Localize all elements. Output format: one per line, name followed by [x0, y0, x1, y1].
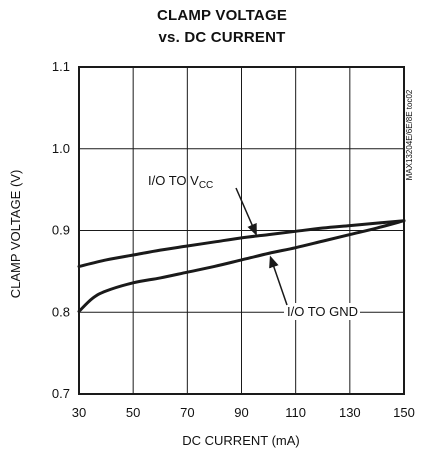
annotation-label-bg-io-to-gnd	[284, 303, 360, 320]
x-tick-label-90: 90	[234, 405, 248, 420]
y-tick-label-0.8: 0.8	[52, 304, 70, 319]
series-line-io-to-vcc	[77, 219, 406, 268]
x-axis-label: DC CURRENT (mA)	[182, 433, 299, 448]
annotation-arrow-io-to-gnd	[269, 255, 288, 306]
grid-layer	[78, 66, 405, 395]
x-tick-label-50: 50	[126, 405, 140, 420]
y-tick-label-1.0: 1.0	[52, 141, 70, 156]
y-axis-label: CLAMP VOLTAGE (V)	[8, 170, 23, 299]
tick-layer: 30 50 70 90 110 130 150 0.7 0.8 0.9 1.0 1.1	[52, 59, 415, 420]
x-tick-label-30: 30	[72, 405, 86, 420]
chart-title-line-1: CLAMP VOLTAGE	[157, 7, 287, 24]
chart-title-line-2: vs. DC CURRENT	[159, 29, 286, 46]
series-layer	[77, 219, 406, 313]
annotation-label-io-to-vcc: I/O TO VCC	[148, 173, 213, 191]
x-tick-label-150: 150	[393, 405, 415, 420]
annotation-label-io-to-gnd: I/O TO GND	[287, 304, 358, 319]
x-tick-label-110: 110	[285, 405, 306, 420]
document-code-label: MAX13204E/6E/8E toc02	[405, 89, 414, 180]
plot-frame	[78, 66, 405, 395]
y-tick-label-0.7: 0.7	[52, 386, 70, 401]
annotation-layer: I/O TO VCC I/O TO GND	[148, 173, 360, 320]
x-tick-label-70: 70	[180, 405, 194, 420]
annotation-arrow-io-to-vcc	[235, 187, 257, 236]
y-tick-label-1.1: 1.1	[52, 59, 70, 74]
series-line-io-to-gnd	[77, 219, 406, 313]
x-tick-label-130: 130	[339, 405, 361, 420]
y-tick-label-0.9: 0.9	[52, 223, 70, 238]
annotation-subscript-cc: CC	[199, 180, 213, 191]
